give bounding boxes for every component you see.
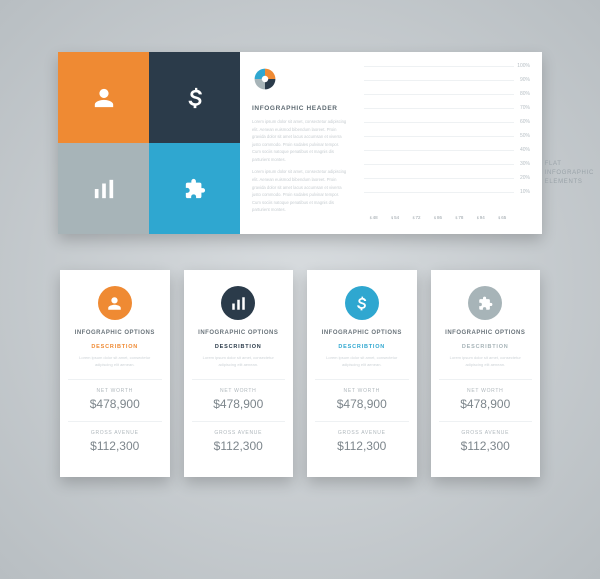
net-worth-value: $478,900 [70,397,160,411]
net-worth-value: $478,900 [317,397,407,411]
y-tick-label: 90% [520,77,530,83]
card-lorem: Lorem ipsum dolor sit amet, consectetur … [441,355,531,369]
gross-value: $112,300 [70,439,160,453]
banner-chart: 100% 90% 80% 70% 60% 50% 40% 30% 20% 10% $48 $54 $7… [358,52,542,234]
gross-value: $112,300 [441,439,531,453]
chart-bar: $78 [452,215,467,222]
card-icon [354,296,369,311]
puzzle-icon [184,178,206,200]
net-worth-label: NET WORTH [441,388,531,394]
net-worth-label: NET WORTH [317,388,407,394]
card-icon [107,296,122,311]
dollar-icon [184,87,206,109]
chart-bar: $94 [473,215,488,222]
card-divider [315,421,409,422]
card-subheader: DESCRIBTION [317,344,407,350]
card-lorem: Lorem ipsum dolor sit amet, consectetur … [317,355,407,369]
card-divider [315,379,409,380]
chart-bar: $86 [430,215,445,222]
card-badge [221,286,255,320]
y-tick-label: 70% [520,105,530,111]
gross-label: GROSS AVENUE [441,430,531,436]
y-tick-label: 100% [517,63,530,69]
tile-user[interactable] [58,52,149,143]
card-divider [439,379,533,380]
gross-label: GROSS AVENUE [70,430,160,436]
y-tick-label: 60% [520,119,530,125]
option-card-2[interactable]: INFOGRAPHIC OPTIONS DESCRIBTION Lorem ipsu… [307,270,417,477]
card-divider [68,421,162,422]
tile-bars[interactable] [58,143,149,234]
option-card-3[interactable]: INFOGRAPHIC OPTIONS DESCRIBTION Lorem ipsu… [431,270,541,477]
banner-text-block: INFOGRAPHIC HEADER Lorem ipsum dolor sit… [240,52,358,234]
net-worth-value: $478,900 [194,397,284,411]
card-icon [478,296,493,311]
tile-grid [58,52,240,234]
bar-value-label: $48 [370,215,378,220]
card-icon [231,296,246,311]
card-badge [345,286,379,320]
tile-dollar[interactable] [149,52,240,143]
card-divider [192,421,286,422]
card-divider [68,379,162,380]
option-card-0[interactable]: INFOGRAPHIC OPTIONS DESCRIBTION Lorem ipsu… [60,270,170,477]
net-worth-label: NET WORTH [194,388,284,394]
bars-icon [93,178,115,200]
net-worth-label: NET WORTH [70,388,160,394]
banner-title: INFOGRAPHIC HEADER [252,105,348,112]
bar-value-label: $86 [434,215,442,220]
gross-value: $112,300 [317,439,407,453]
bar-value-label: $78 [455,215,463,220]
y-tick-label: 10% [520,189,530,195]
card-lorem: Lorem ipsum dolor sit amet, consectetur … [70,355,160,369]
y-tick-label: 30% [520,161,530,167]
card-badge [98,286,132,320]
bar-value-label: $65 [498,215,506,220]
gross-label: GROSS AVENUE [317,430,407,436]
gross-label: GROSS AVENUE [194,430,284,436]
option-card-1[interactable]: INFOGRAPHIC OPTIONS DESCRIBTION Lorem ipsu… [184,270,294,477]
y-tick-label: 40% [520,147,530,153]
banner-lorem: Lorem ipsum dolor sit amet, consectetur … [252,118,348,214]
side-tag: FLAT INFOGRAPHIC ELEMENTS [545,160,594,187]
card-subheader: DESCRIBTION [441,344,531,350]
chart-bars: $48 $54 $72 $86 $78 $94 $65 [366,66,510,222]
cards-row: INFOGRAPHIC OPTIONS DESCRIBTION Lorem ipsu… [60,270,540,477]
card-divider [439,421,533,422]
net-worth-value: $478,900 [441,397,531,411]
card-subheader: DESCRIBTION [194,344,284,350]
gross-value: $112,300 [194,439,284,453]
card-subheader: DESCRIBTION [70,344,160,350]
chart-bar: $72 [409,215,424,222]
card-title: INFOGRAPHIC OPTIONS [194,330,284,336]
pinwheel-icon [252,66,278,92]
card-lorem: Lorem ipsum dolor sit amet, consectetur … [194,355,284,369]
tile-puzzle[interactable] [149,143,240,234]
y-tick-label: 20% [520,175,530,181]
chart-bar: $48 [366,215,381,222]
y-tick-label: 50% [520,133,530,139]
card-title: INFOGRAPHIC OPTIONS [317,330,407,336]
y-tick-label: 80% [520,91,530,97]
user-icon [93,87,115,109]
card-title: INFOGRAPHIC OPTIONS [70,330,160,336]
card-badge [468,286,502,320]
bar-value-label: $94 [477,215,485,220]
chart-bar: $65 [495,215,510,222]
banner-card: INFOGRAPHIC HEADER Lorem ipsum dolor sit… [58,52,542,234]
card-divider [192,379,286,380]
card-title: INFOGRAPHIC OPTIONS [441,330,531,336]
bar-value-label: $72 [413,215,421,220]
bar-value-label: $54 [391,215,399,220]
chart-bar: $54 [387,215,402,222]
